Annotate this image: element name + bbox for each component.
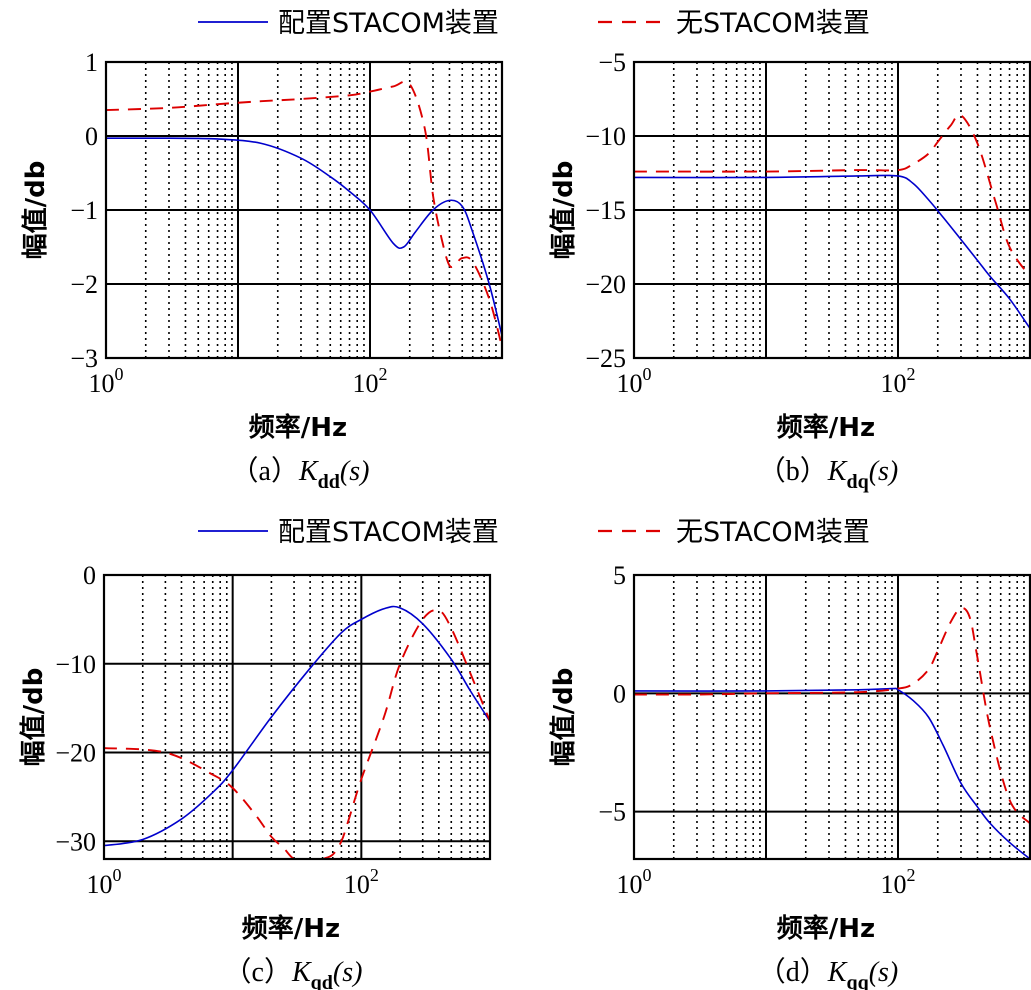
x-axis-label: 频率/Hz <box>242 913 340 944</box>
y-axis-label: 幅值/db <box>21 161 51 260</box>
x-tick-label: 100 <box>87 865 122 899</box>
y-axis-label: 幅值/db <box>549 161 579 260</box>
y-tick-label: −2 <box>70 270 98 299</box>
series-line-without-stacom <box>106 80 502 348</box>
x-axis-label: 频率/Hz <box>249 412 347 443</box>
series-line-with-stacom <box>106 137 502 336</box>
plot-frame <box>104 60 504 360</box>
panel-caption: （c）Kqd(s) <box>224 956 363 990</box>
series-line-without-stacom <box>634 607 1030 825</box>
y-axis-label: 幅值/db <box>19 668 49 767</box>
series-line-with-stacom <box>634 174 1030 329</box>
legend-top: 配置STACOM装置 无STACOM装置 <box>198 8 870 39</box>
y-tick-label: 1 <box>85 48 98 77</box>
series-line-with-stacom <box>634 687 1030 859</box>
legend-label: 无STACOM装置 <box>676 517 870 548</box>
x-tick-label: 102 <box>344 865 379 899</box>
y-tick-label: −20 <box>55 739 96 768</box>
y-tick-label: −5 <box>598 48 626 77</box>
y-axis-label: 幅值/db <box>549 668 579 767</box>
series-line-without-stacom <box>104 609 490 859</box>
y-tick-label: −15 <box>585 196 626 225</box>
plot-frame <box>632 60 1031 360</box>
legend-label: 配置STACOM装置 <box>278 8 499 39</box>
x-tick-label: 100 <box>617 364 652 398</box>
panel-caption: （d）Kqq(s) <box>758 956 899 990</box>
plot-frame <box>632 573 1031 861</box>
y-tick-label: 0 <box>85 122 98 151</box>
legend-bottom: 配置STACOM装置 无STACOM装置 <box>198 517 870 548</box>
y-tick-label: −30 <box>55 827 96 856</box>
x-axis-label: 频率/Hz <box>777 412 875 443</box>
y-tick-label: −5 <box>598 798 626 827</box>
x-tick-label: 102 <box>881 865 916 899</box>
x-tick-label: 100 <box>617 865 652 899</box>
y-tick-label: −10 <box>55 650 96 679</box>
y-tick-label: −3 <box>70 344 98 373</box>
legend-label: 配置STACOM装置 <box>278 517 499 548</box>
legend-label: 无STACOM装置 <box>676 8 870 39</box>
x-tick-label: 100 <box>89 364 124 398</box>
y-tick-label: 0 <box>83 561 96 590</box>
y-tick-label: −1 <box>70 196 98 225</box>
plot-frame <box>102 573 492 861</box>
series-line-with-stacom <box>104 605 490 847</box>
panel-caption: （b）Kdq(s) <box>758 455 899 493</box>
y-tick-label: 0 <box>613 679 626 708</box>
y-tick-label: 5 <box>613 561 626 590</box>
y-tick-label: −20 <box>585 270 626 299</box>
panel-caption: （a）Kdd(s) <box>231 455 370 493</box>
y-tick-label: −25 <box>585 344 626 373</box>
x-tick-label: 102 <box>881 364 916 398</box>
x-axis-label: 频率/Hz <box>777 913 875 944</box>
series-line-without-stacom <box>634 113 1030 278</box>
x-tick-label: 102 <box>353 364 388 398</box>
y-tick-label: −10 <box>585 122 626 151</box>
